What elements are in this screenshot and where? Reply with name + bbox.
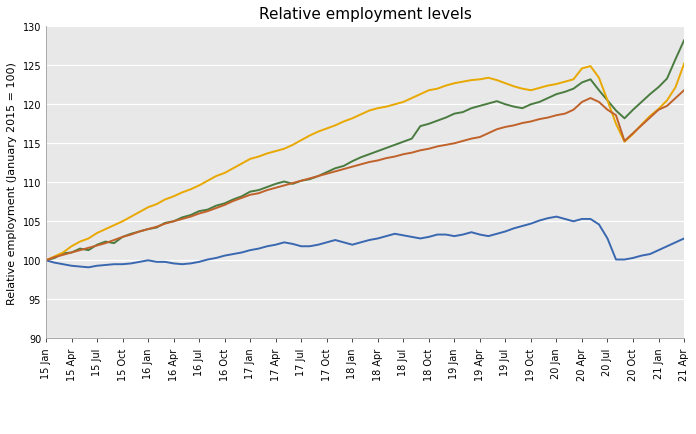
Lessors Res Bldg: [382, 234, 390, 239]
Line: Res Trades: Res Trades: [46, 65, 684, 261]
Res Trades: [42, 258, 50, 263]
Line: Res Bldg Const: Res Bldg Const: [46, 41, 684, 261]
Line: Res Prop Mgrs: Res Prop Mgrs: [46, 91, 684, 261]
Res Bldg Const: [102, 240, 110, 245]
Title: Relative employment levels: Relative employment levels: [259, 7, 471, 22]
Res Trades: [467, 78, 475, 83]
Lessors Res Bldg: [84, 265, 93, 270]
Res Prop Mgrs: [680, 89, 688, 94]
Res Bldg Const: [450, 112, 459, 117]
Res Bldg Const: [374, 149, 382, 155]
Line: Lessors Res Bldg: Lessors Res Bldg: [46, 217, 684, 268]
Res Prop Mgrs: [42, 258, 50, 263]
Res Prop Mgrs: [263, 188, 271, 193]
Res Trades: [450, 82, 459, 87]
Res Trades: [680, 62, 688, 67]
Lessors Res Bldg: [271, 243, 280, 248]
Res Trades: [552, 82, 560, 87]
Res Trades: [263, 151, 271, 157]
Lessors Res Bldg: [459, 233, 467, 238]
Res Prop Mgrs: [102, 241, 110, 246]
Lessors Res Bldg: [42, 258, 50, 263]
Lessors Res Bldg: [110, 262, 118, 267]
Res Trades: [374, 106, 382, 112]
Lessors Res Bldg: [569, 219, 578, 224]
Res Prop Mgrs: [467, 137, 475, 142]
Y-axis label: Relative employment (January 2015 = 100): Relative employment (January 2015 = 100): [7, 62, 17, 304]
Res Bldg Const: [467, 106, 475, 112]
Lessors Res Bldg: [552, 214, 560, 220]
Lessors Res Bldg: [475, 233, 484, 238]
Res Prop Mgrs: [552, 113, 560, 118]
Res Prop Mgrs: [450, 141, 459, 147]
Res Trades: [102, 227, 110, 232]
Res Bldg Const: [680, 39, 688, 44]
Res Bldg Const: [552, 92, 560, 98]
Lessors Res Bldg: [680, 236, 688, 241]
Res Bldg Const: [263, 185, 271, 190]
Legend: Res Bldg Const, Res Trades, Lessors Res Bldg, Res Prop Mgrs: Res Bldg Const, Res Trades, Lessors Res …: [131, 431, 599, 434]
Res Bldg Const: [42, 258, 50, 263]
Res Prop Mgrs: [374, 158, 382, 164]
